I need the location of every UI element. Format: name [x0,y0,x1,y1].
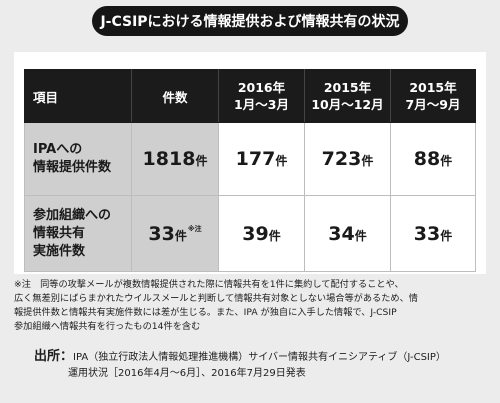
header-2015-q3: 2015年 7月〜9月 [390,69,476,123]
header-2015-q4: 2015年 10月〜12月 [304,69,391,123]
table-panel: 項目 件数 2016年 1月〜3月 2015年 10月〜12月 2015年 7月… [14,52,486,274]
cell-value: 88 [413,148,441,170]
cell-value: 33 [148,222,175,245]
header-count: 件数 [131,69,219,123]
row-label-line: 参加組織への [33,207,112,223]
table-cell: 34件 [304,195,391,272]
row-label: IPAへの 情報提供件数 [24,122,132,196]
header-2016-q1: 2016年 1月〜3月 [218,69,305,123]
header-2015-q4-year: 2015年 [323,80,372,95]
table-cell: 177件 [218,122,305,196]
header-2015-q3-months: 7月〜9月 [405,97,461,112]
header-2016-q1-year: 2016年 [237,80,286,95]
table-cell: 33件※注 [131,195,219,272]
cell-value: 177 [235,148,276,170]
header-row: 項目 件数 2016年 1月〜3月 2015年 10月〜12月 2015年 7月… [24,69,476,123]
table-cell: 723件 [304,122,391,196]
source-line: IPA（独立行政法人情報処理推進機構）サイバー情報共有イニシアティブ（J-CSI… [73,352,446,363]
footnote-line: ※注 同等の攻撃メールが複数情報提供された際に情報共有を1件に集約して配付するこ… [14,279,404,290]
source-lead: 出所： [34,349,74,364]
header-2016-q1-months: 1月〜3月 [234,97,289,112]
cell-value: 39 [242,222,269,245]
table-row: IPAへの 情報提供件数 1818件 177件 723件 88件 [24,122,476,196]
table-cell: 33件 [390,195,476,272]
cell-unit: 件 [354,228,367,243]
row-label: 参加組織への 情報共有 実施件数 [24,195,132,272]
row-label-line: 実施件数 [33,243,86,259]
cell-unit: 件 [440,154,453,168]
cell-unit: 件 [440,228,453,243]
table-cell: 39件 [218,195,305,272]
footnote: ※注 同等の攻撃メールが複数情報提供された際に情報共有を1件に集約して配付するこ… [14,278,488,334]
row-label-line: 情報提供件数 [33,160,112,175]
header-2015-q4-months: 10月〜12月 [311,97,384,112]
source-credit: 出所：IPA（独立行政法人情報処理推進機構）サイバー情報共有イニシアティブ（J-… [34,349,494,382]
footnote-line: 広く無差別にばらまかれたウイルスメールと判断して情報共有対象としない場合等がある… [14,293,418,304]
table-row: 参加組織への 情報共有 実施件数 33件※注 39件 34件 33件 [24,195,476,272]
table-cell: 88件 [390,122,476,196]
status-table: 項目 件数 2016年 1月〜3月 2015年 10月〜12月 2015年 7月… [24,69,476,272]
footnote-line: 参加組織へ情報共有を行ったもの14件を含む [14,321,201,332]
cell-unit: 件 [275,154,288,168]
row-label-line: IPAへの [33,142,83,157]
cell-unit: 件 [361,154,374,168]
table-cell: 1818件 [131,122,219,196]
row-label-line: 情報共有 [33,225,86,241]
cell-unit: 件 [195,154,208,168]
footnote-line: 報提供件数と情報共有実施件数には差が生じる。また、IPA が独自に入手した情報で… [14,307,397,318]
header-2015-q3-year: 2015年 [409,80,457,95]
cell-unit: 件 [268,228,281,243]
header-item: 項目 [24,69,132,123]
cell-unit: 件 [174,228,187,243]
source-line: 運用状況［2016年4月〜6月］、2016年7月29日発表 [68,368,306,379]
cell-value: 34 [328,222,355,245]
cell-value: 33 [413,222,441,245]
note-marker: ※注 [187,224,202,233]
cell-value: 1818 [142,148,196,170]
cell-value: 723 [321,148,362,170]
page-title: J-CSIPにおける情報提供および情報共有の状況 [92,6,408,36]
